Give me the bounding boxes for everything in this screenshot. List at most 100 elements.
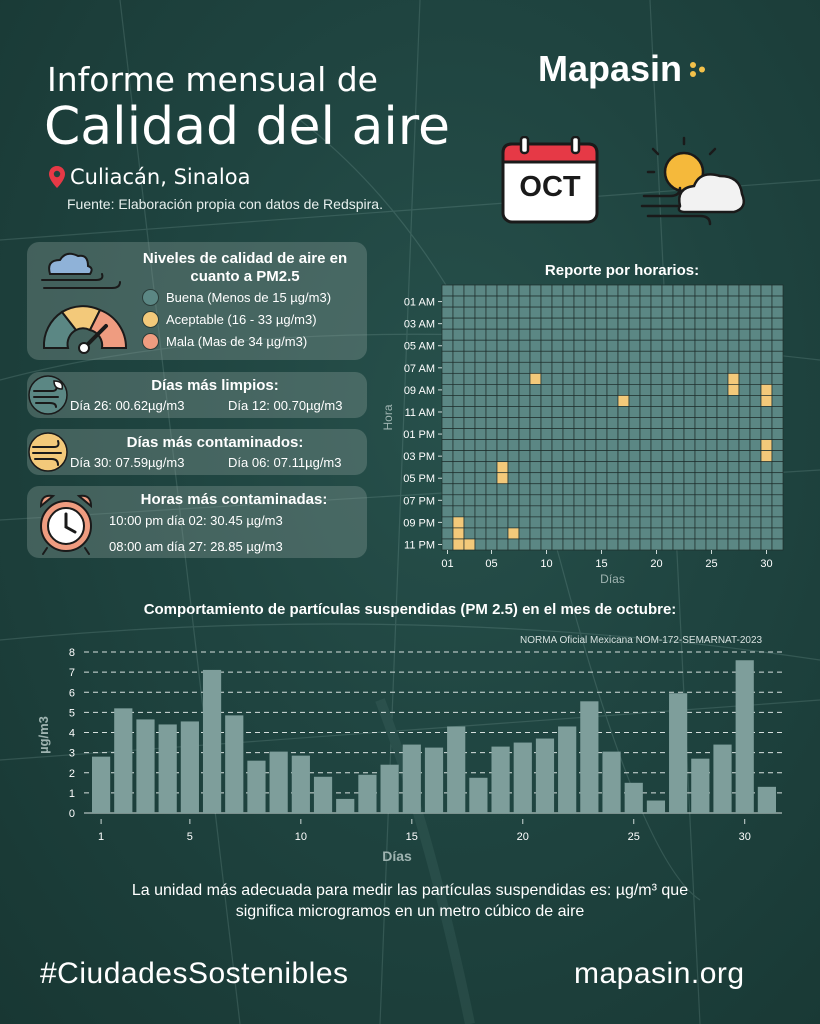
heatmap-x-tick-label: 05 — [485, 558, 497, 570]
heatmap-title: Reporte por horarios: — [544, 262, 700, 279]
bar-day-24 — [602, 751, 621, 813]
hashtag: #CiudadesSostenibles — [40, 957, 349, 990]
website-link[interactable]: mapasin.org — [574, 957, 745, 990]
bar-day-20 — [513, 742, 532, 813]
heatmap-y-tick-label: 07 AM — [404, 363, 435, 375]
wind-leaf-icon — [28, 375, 68, 415]
polluted-hours-title: Horas más contaminadas: — [140, 491, 328, 508]
legend-title: Niveles de calidad de aire en cuanto a P… — [142, 250, 348, 285]
bar-day-6 — [202, 669, 222, 813]
bar-day-29 — [713, 744, 732, 813]
title-line-2: Calidad del aire — [44, 97, 450, 157]
bar-chart-y-tick-label: 6 — [69, 687, 75, 699]
bar-day-13 — [358, 774, 377, 813]
alarm-clock-icon — [39, 494, 93, 555]
legend-label: Mala (Mas de 34 µg/m3) — [166, 334, 308, 349]
heatmap-y-tick-label: 11 PM — [404, 539, 435, 551]
heatmap-y-tick-label: 09 PM — [403, 517, 435, 529]
bar-chart-y-tick-label: 2 — [69, 768, 75, 780]
title-line-1: Informe mensual de — [47, 60, 378, 99]
heatmap-y-axis-label: Hora — [381, 404, 395, 430]
heatmap-x-tick-label: 30 — [760, 558, 772, 570]
bar-chart-y-tick-label: 1 — [69, 788, 75, 800]
legend-item-mala: Mala (Mas de 34 µg/m3) — [142, 333, 307, 350]
unit-note: La unidad más adecuada para medir las pa… — [40, 880, 780, 922]
bar-day-4 — [158, 724, 177, 813]
bar-day-7 — [225, 715, 244, 813]
weather-icon — [640, 136, 748, 233]
heatmap-y-tick-label: 01 AM — [404, 297, 435, 309]
legend-swatch — [142, 333, 159, 350]
bar-chart-y-tick-label: 0 — [69, 808, 75, 820]
bar-chart-x-axis-label: Días — [382, 848, 412, 864]
cleanest-days-title: Días más limpios: — [151, 377, 279, 394]
bar-day-21 — [535, 738, 555, 813]
heatmap-x-tick-label: 20 — [650, 558, 662, 570]
heatmap-y-tick-label: 11 AM — [405, 407, 435, 419]
polluted-day-2: Día 06: 07.11µg/m3 — [228, 455, 342, 470]
bar-day-1 — [91, 756, 111, 813]
bar-chart-y-tick-label: 7 — [69, 667, 75, 679]
bar-chart-y-tick-label: 4 — [69, 728, 75, 740]
bar-day-28 — [691, 758, 710, 813]
polluted-days-title: Días más contaminados: — [126, 434, 304, 451]
heatmap-x-tick-label: 01 — [441, 558, 453, 570]
polluted-hour-1: 10:00 pm día 02: 30.45 µg/m3 — [109, 513, 283, 528]
bar-chart-y-tick-label: 3 — [69, 748, 75, 760]
heatmap-y-tick-label: 01 PM — [403, 429, 435, 441]
heatmap-y-tick-label: 03 AM — [404, 319, 435, 331]
heatmap-x-axis-label: Días — [600, 572, 625, 586]
legend-label: Aceptable (16 - 33 µg/m3) — [166, 312, 317, 327]
bar-day-10 — [291, 755, 310, 813]
bar-chart-x-tick-label: 15 — [406, 831, 418, 843]
bar-day-2 — [114, 708, 133, 813]
heatmap-y-tick-label: 05 PM — [403, 473, 435, 485]
legend-swatch — [142, 311, 159, 328]
cleanest-day-2: Día 12: 00.70µg/m3 — [228, 398, 343, 413]
norma-annotation: NORMA Oficial Mexicana NOM-172-SEMARNAT-… — [520, 635, 763, 646]
heatmap-y-tick-label: 05 AM — [404, 341, 435, 353]
legend-item-buena: Buena (Menos de 15 µg/m3) — [142, 289, 331, 306]
location: Culiacán, Sinaloa — [48, 165, 250, 189]
bar-day-11 — [313, 776, 333, 813]
bar-day-17 — [447, 726, 466, 813]
bar-day-14 — [380, 764, 399, 813]
heatmap-y-tick-label: 03 PM — [403, 451, 435, 463]
bar-day-26 — [646, 800, 666, 813]
bar-chart-x-tick-label: 20 — [517, 831, 529, 843]
polluted-hour-2: 08:00 am día 27: 28.85 µg/m3 — [109, 539, 283, 554]
calendar-icon: OCT — [501, 135, 599, 224]
bar-day-9 — [269, 751, 288, 813]
bar-day-22 — [558, 726, 577, 813]
bar-chart-x-tick-label: 10 — [295, 831, 307, 843]
bar-day-16 — [424, 747, 444, 813]
heatmap-x-tick-label: 25 — [705, 558, 717, 570]
bar-day-8 — [247, 760, 266, 813]
bar-chart-y-tick-label: 5 — [69, 707, 75, 719]
bar-chart-x-tick-label: 5 — [187, 831, 193, 843]
bar-chart-y-tick-label: 8 — [69, 647, 75, 659]
heatmap-y-tick-label: 07 PM — [403, 495, 435, 507]
bar-day-19 — [491, 746, 510, 813]
bar-chart-title: Comportamiento de partículas suspendidas… — [143, 601, 677, 618]
brand-dots-icon — [690, 62, 706, 77]
bar-day-25 — [624, 782, 643, 813]
heatmap-y-tick-label: 09 AM — [404, 385, 435, 397]
air-gauge-icon — [41, 252, 128, 354]
legend-swatch — [142, 289, 159, 306]
location-label: Culiacán, Sinaloa — [70, 165, 251, 189]
hot-wind-icon — [28, 432, 68, 472]
bar-chart-x-tick-label: 30 — [739, 831, 751, 843]
bar-chart-x-tick-label: 25 — [628, 831, 640, 843]
legend-label: Buena (Menos de 15 µg/m3) — [166, 290, 332, 305]
polluted-day-1: Día 30: 07.59µg/m3 — [70, 455, 185, 470]
legend-item-aceptable: Aceptable (16 - 33 µg/m3) — [142, 311, 317, 328]
unit-note-line-2: significa microgramos en un metro cúbico… — [235, 903, 585, 920]
bar-day-30 — [735, 660, 754, 813]
bar-day-3 — [136, 719, 155, 813]
bar-day-15 — [402, 744, 421, 813]
bar-day-18 — [469, 777, 488, 813]
heatmap-cell — [771, 538, 784, 551]
